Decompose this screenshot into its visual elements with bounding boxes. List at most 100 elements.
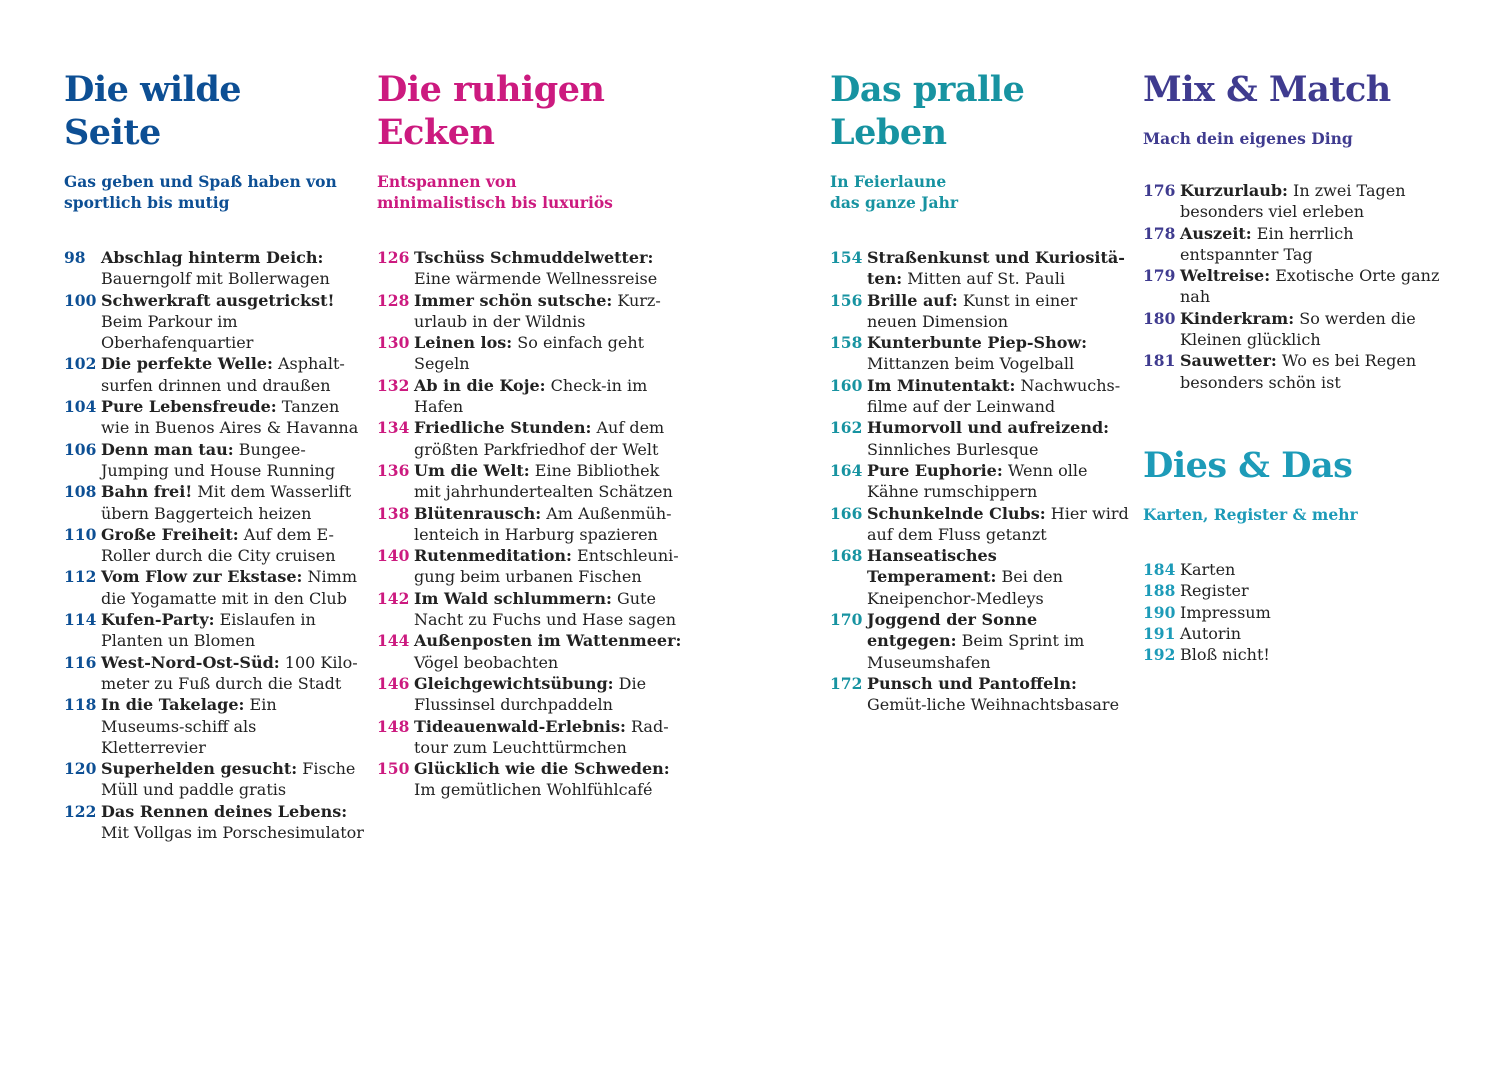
entry-description: In zwei Tagen besonders viel erleben [1180, 181, 1406, 222]
toc-entry: 162 Humorvoll und aufreizend: Sinnliches … [830, 417, 1130, 460]
toc-entry: 106 Denn man tau: Bungee-Jumping und Hous… [64, 439, 364, 482]
entry-description: Entschleuni-gung beim urbanen Fischen [414, 546, 679, 587]
toc-entry: 108 Bahn frei! Mit dem Wasserlift übern B… [64, 481, 364, 524]
section-title-mix: Mix & Match [1143, 68, 1443, 111]
section-calm-corners: Die ruhigen Ecken Entspannen von minimal… [377, 68, 682, 801]
page-number: 132 [377, 375, 410, 395]
section-subtitle-life: In Feierlaune das ganze Jahr [830, 171, 1130, 213]
entry-description: Bungee-Jumping und House Running [101, 439, 336, 480]
page-number: 116 [64, 652, 97, 672]
entry-heading: Humorvoll und aufreizend: [867, 418, 1110, 438]
page-number: 126 [377, 248, 410, 267]
entry-heading: Um die Welt: [414, 460, 530, 480]
toc-entry: 116 West-Nord-Ost-Süd: 100 Kilo-meter zu … [64, 652, 364, 695]
entry-description: Mitten auf St. Pauli [907, 269, 1065, 289]
page-number: 156 [830, 290, 863, 310]
toc-entry: 180 Kinderkram: So werden die Kleinen glü… [1143, 308, 1443, 351]
page-number: 192 [1143, 645, 1176, 665]
page-number: 191 [1143, 623, 1176, 643]
entry-heading: Gleichgewichtsübung: [414, 673, 614, 693]
entry-heading: Tschüss Schmuddelwetter: [414, 248, 654, 267]
entry-label: Impressum [1180, 602, 1271, 622]
entry-description: So einfach geht Segeln [414, 333, 645, 374]
entry-heading: Große Freiheit: [101, 524, 239, 544]
toc-entry: 98 Abschlag hinterm Deich: Bauerngolf mit… [64, 247, 364, 290]
entry-label: Autorin [1180, 623, 1241, 643]
page-number: 158 [830, 333, 863, 353]
toc-entry: 144 Außenposten im Wattenmeer: Vögel beob… [377, 630, 682, 673]
page-number: 160 [830, 375, 863, 395]
toc-entry: 126 Tschüss Schmuddelwetter: Eine wärmend… [377, 247, 682, 290]
page-number: 181 [1143, 351, 1176, 371]
section-title-dies: Dies & Das [1143, 444, 1443, 487]
entry-description: Beim Sprint im Museumshafen [867, 631, 1085, 672]
entry-heading: Straßenkunst und Kuriositä-ten: [867, 248, 1125, 289]
entry-description: Gute Nacht zu Fuchs und Hase sagen [414, 588, 677, 630]
entry-description: Rad-tour zum Leuchttürmchen [414, 716, 669, 757]
entry-description: Auf dem größten Parkfriedhof der Welt [414, 418, 665, 459]
page-number: 188 [1143, 581, 1176, 601]
entry-description: Kunst in einer neuen Dimension [867, 290, 1078, 331]
page-number: 114 [64, 610, 97, 630]
page-number: 190 [1143, 602, 1176, 622]
entry-heading: In die Takelage: [101, 695, 245, 715]
entry-description: Mittanzen beim Vogelball [867, 354, 1075, 374]
entry-description: Hier wird auf dem Fluss getanzt [867, 503, 1129, 544]
toc-entry: 134 Friedliche Stunden: Auf dem größten P… [377, 417, 682, 460]
entry-description: Exotische Orte ganz nah [1180, 266, 1440, 307]
page-number: 130 [377, 333, 410, 353]
toc-entry: 120 Superhelden gesucht: Fische Müll und … [64, 758, 364, 801]
toc-entry: 148 Tideauenwald-Erlebnis: Rad-tour zum L… [377, 716, 682, 759]
entry-description: Nimm die Yogamatte mit in den Club [101, 567, 357, 608]
page-number: 106 [64, 439, 97, 459]
toc-entry: 136 Um die Welt: Eine Bibliothek mit jahr… [377, 460, 682, 503]
entry-heading: Denn man tau: [101, 439, 234, 459]
toc-list-mix: 176 Kurzurlaub: In zwei Tagen besonders v… [1143, 180, 1443, 393]
page-number: 166 [830, 503, 863, 523]
page-number: 176 [1143, 181, 1176, 200]
section-title-line: Leben [830, 112, 947, 153]
entry-description: Eine Bibliothek mit jahrhundertealten Sc… [414, 460, 673, 502]
toc-entry: 172 Punsch und Pantoffeln: Gemüt-liche We… [830, 673, 1130, 716]
entry-heading: Pure Lebensfreude: [101, 397, 277, 417]
entry-heading: Ab in die Koje: [414, 375, 546, 395]
toc-entry: 191 Autorin [1143, 623, 1443, 644]
page-number: 144 [377, 631, 410, 651]
toc-entry: 100 Schwerkraft ausgetrickst! Beim Parkou… [64, 290, 364, 354]
toc-list-wild: 98 Abschlag hinterm Deich: Bauerngolf mit… [64, 247, 364, 843]
entry-heading: Im Minutentakt: [867, 375, 1016, 395]
section-title-line: Die ruhigen [377, 69, 605, 110]
entry-heading: Sauwetter: [1180, 351, 1277, 371]
entry-heading: West-Nord-Ost-Süd: [101, 652, 280, 672]
page-number: 164 [830, 460, 863, 480]
section-mix-match: Mix & Match Mach dein eigenes Ding 176 Ku… [1143, 68, 1443, 665]
entry-label: Karten [1180, 559, 1236, 579]
toc-entry: 164 Pure Euphorie: Wenn olle Kähne rumsch… [830, 460, 1130, 503]
entry-description: Die Flussinsel durchpaddeln [414, 673, 647, 715]
toc-list-calm: 126 Tschüss Schmuddelwetter: Eine wärmend… [377, 247, 682, 801]
entry-description: Eine wärmende Wellnessreise [414, 269, 658, 289]
entry-heading: Kurzurlaub: [1180, 181, 1288, 200]
section-title-line: Die wilde [64, 69, 242, 110]
toc-entry: 130 Leinen los: So einfach geht Segeln [377, 332, 682, 375]
section-title-line: Mix & Match [1143, 69, 1391, 110]
section-subtitle-line: Mach dein eigenes Ding [1143, 129, 1353, 148]
page-number: 100 [64, 290, 97, 310]
toc-entry: 184 Karten [1143, 559, 1443, 580]
page-number: 136 [377, 460, 410, 480]
toc-list-life: 154 Straßenkunst und Kuriositä-ten: Mitte… [830, 247, 1130, 716]
section-title-life: Das pralle Leben [830, 68, 1130, 154]
page-number: 118 [64, 695, 97, 715]
page-number: 134 [377, 418, 410, 438]
entry-heading: Schwerkraft ausgetrickst! [101, 290, 335, 310]
toc-entry: 146 Gleichgewichtsübung: Die Flussinsel d… [377, 673, 682, 716]
section-subtitle-wild: Gas geben und Spaß haben von sportlich b… [64, 171, 364, 213]
section-subtitle-line: minimalistisch bis luxuriös [377, 193, 613, 212]
entry-description: Bei den Kneipenchor-Medleys [867, 567, 1063, 608]
page-number: 180 [1143, 308, 1176, 328]
entry-heading: Brille auf: [867, 290, 958, 310]
entry-heading: Leinen los: [414, 333, 513, 353]
entry-heading: Bahn frei! [101, 482, 193, 502]
entry-description: Vögel beobachten [414, 652, 559, 672]
entry-description: Kurz-urlaub in der Wildnis [414, 290, 661, 331]
